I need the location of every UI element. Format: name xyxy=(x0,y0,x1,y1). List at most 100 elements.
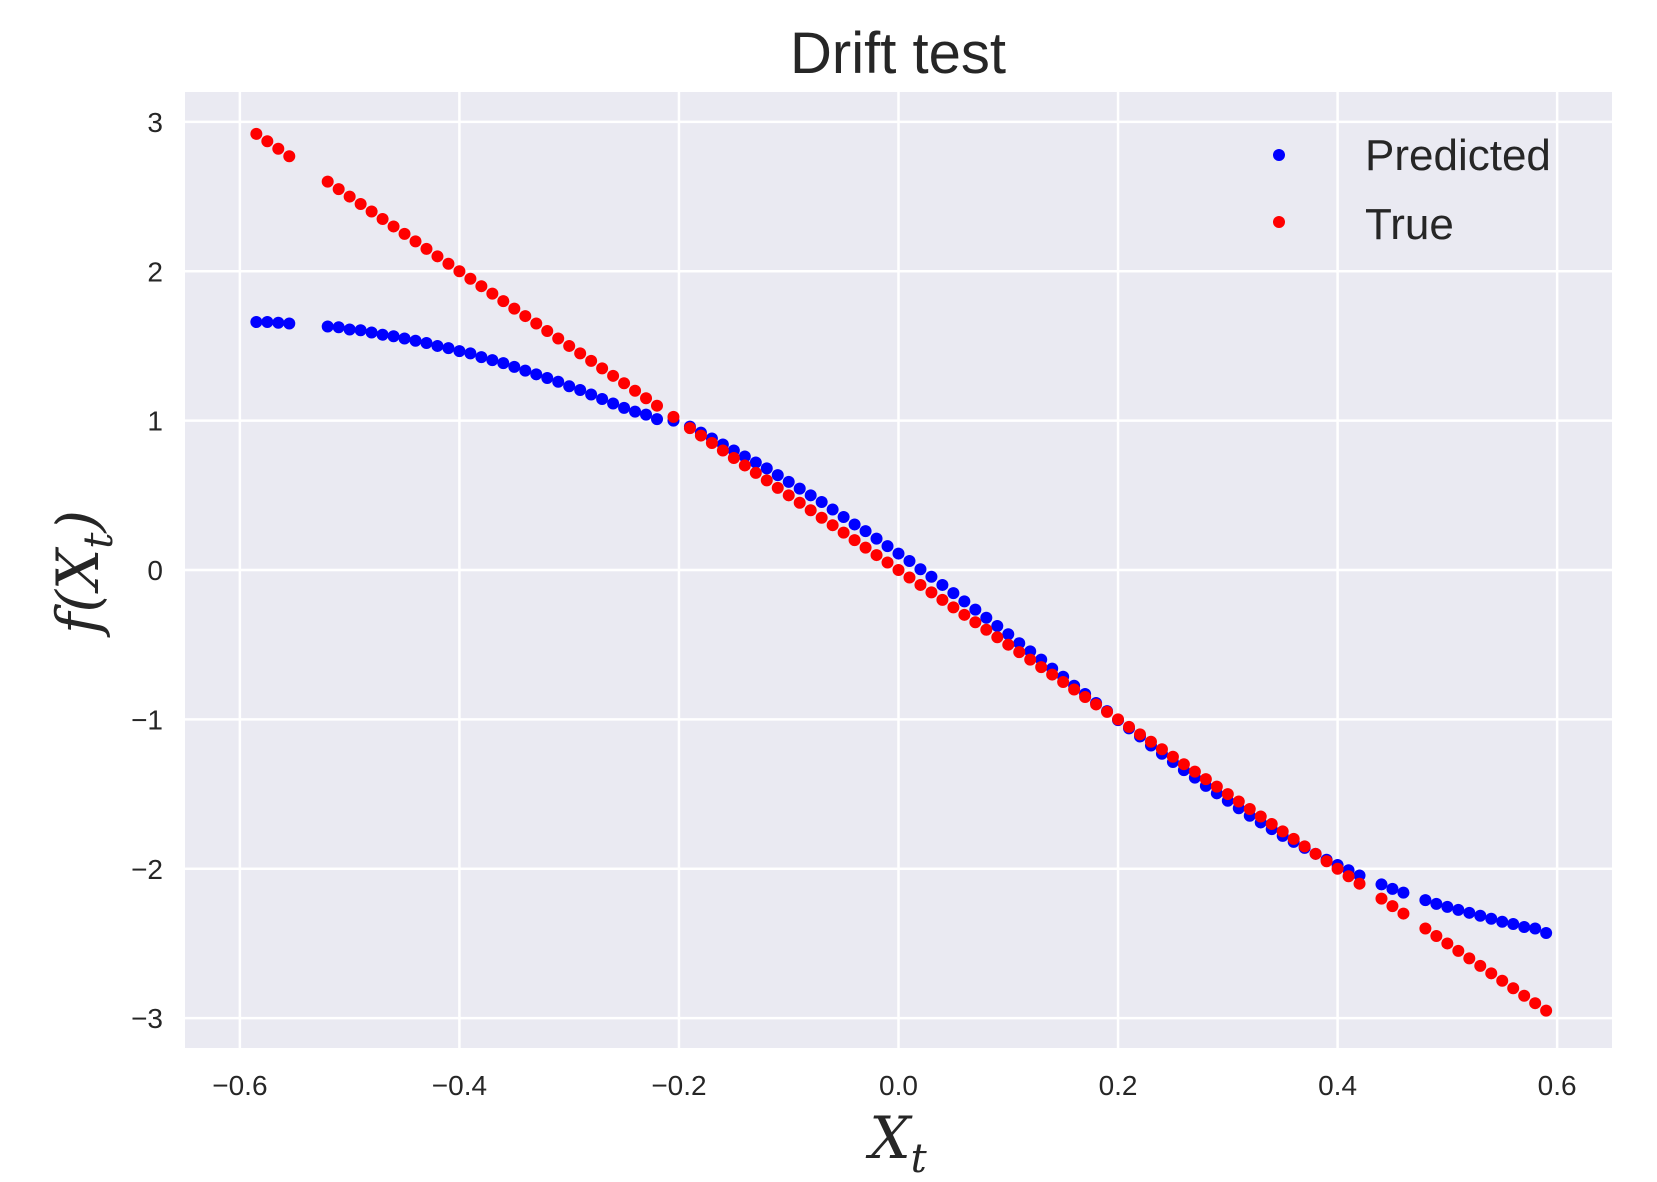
data-point-true xyxy=(1155,743,1168,756)
data-point-true xyxy=(667,410,680,423)
data-point-true xyxy=(1485,967,1498,980)
data-point-true xyxy=(607,369,620,382)
data-point-predicted xyxy=(1452,903,1465,916)
data-point-predicted xyxy=(651,413,664,426)
data-point-true xyxy=(1243,803,1256,815)
data-point-true xyxy=(1210,780,1223,793)
data-point-predicted xyxy=(1375,878,1388,891)
y-tick-label: 0 xyxy=(147,555,163,586)
data-point-true xyxy=(651,399,664,412)
data-point-true xyxy=(409,235,422,248)
data-point-true xyxy=(694,429,707,442)
data-point-true xyxy=(1496,974,1509,987)
data-point-predicted xyxy=(1441,900,1454,913)
data-point-predicted xyxy=(629,405,642,418)
data-point-predicted xyxy=(1463,906,1476,919)
data-point-predicted xyxy=(782,475,795,488)
y-tick-label: −3 xyxy=(131,1003,163,1034)
data-point-true xyxy=(640,392,653,405)
data-point-true xyxy=(1068,683,1081,696)
data-point-true xyxy=(1375,892,1388,905)
data-point-predicted xyxy=(936,578,949,591)
data-point-predicted xyxy=(815,496,828,509)
data-point-true xyxy=(1112,713,1125,726)
data-point-true xyxy=(760,474,773,487)
data-point-true xyxy=(398,227,411,240)
data-point-true xyxy=(321,175,334,188)
y-tick-labels: 3 2 1 0 −1 −2 −3 xyxy=(131,107,163,1034)
data-point-true xyxy=(771,481,784,494)
x-tick-label: 0.6 xyxy=(1538,1070,1577,1101)
data-point-true xyxy=(1101,705,1114,718)
data-point-predicted xyxy=(870,532,883,545)
data-point-predicted xyxy=(585,388,598,401)
data-point-predicted xyxy=(283,317,296,330)
legend: Predicted True xyxy=(1273,131,1551,249)
data-point-true xyxy=(596,362,609,375)
data-point-true xyxy=(1276,825,1289,838)
chart-title: Drift test xyxy=(790,21,1006,86)
data-point-predicted xyxy=(958,595,971,608)
legend-label-true: True xyxy=(1365,200,1454,249)
data-point-predicted xyxy=(519,364,532,377)
data-point-true xyxy=(1002,638,1015,651)
data-point-true xyxy=(815,511,828,524)
data-point-true xyxy=(1397,907,1410,920)
data-point-predicted xyxy=(1496,915,1509,928)
x-axis-label: Xt xyxy=(865,1104,927,1182)
data-point-true xyxy=(793,496,806,509)
data-point-predicted xyxy=(749,456,762,469)
y-tick-label: 2 xyxy=(147,256,163,287)
data-point-predicted xyxy=(261,316,274,329)
data-point-true xyxy=(272,142,285,155)
y-tick-label: 1 xyxy=(147,406,163,437)
data-point-true xyxy=(1057,676,1070,689)
data-point-true xyxy=(1079,690,1092,703)
data-point-predicted xyxy=(1485,912,1498,925)
data-point-predicted xyxy=(826,503,839,516)
data-point-predicted xyxy=(530,368,543,381)
data-point-predicted xyxy=(376,328,389,341)
data-point-true xyxy=(958,608,971,621)
data-point-true xyxy=(1232,795,1245,808)
data-point-true xyxy=(376,212,389,225)
data-point-predicted xyxy=(1013,637,1026,650)
data-point-true xyxy=(442,257,455,270)
data-point-predicted xyxy=(1507,918,1520,931)
data-point-true xyxy=(343,190,356,203)
data-point-true xyxy=(1287,832,1300,845)
data-point-true xyxy=(453,265,466,278)
data-point-predicted xyxy=(771,469,784,482)
data-point-true xyxy=(1188,765,1201,778)
data-point-true xyxy=(804,504,817,517)
data-point-true xyxy=(1123,720,1136,733)
data-point-predicted xyxy=(1529,922,1542,935)
data-point-true xyxy=(332,183,345,196)
data-point-predicted xyxy=(793,482,806,495)
data-point-true xyxy=(837,526,850,539)
data-point-true xyxy=(1035,661,1048,674)
data-point-predicted xyxy=(925,570,938,583)
data-point-predicted xyxy=(1474,909,1487,922)
data-point-true xyxy=(629,384,642,397)
data-point-true xyxy=(508,302,521,315)
data-point-true xyxy=(563,339,576,352)
data-point-predicted xyxy=(881,540,894,553)
data-point-true xyxy=(519,310,532,323)
data-point-predicted xyxy=(250,316,263,329)
data-point-true xyxy=(1199,773,1212,786)
data-point-predicted xyxy=(1024,645,1037,658)
data-point-true xyxy=(892,564,905,576)
data-point-predicted xyxy=(1518,921,1531,934)
data-point-true xyxy=(354,198,367,211)
data-point-predicted xyxy=(848,518,861,531)
data-point-true xyxy=(870,549,883,562)
data-point-true xyxy=(826,519,839,532)
data-point-predicted xyxy=(596,392,609,405)
data-point-true xyxy=(1265,817,1278,830)
data-point-predicted xyxy=(431,339,444,352)
data-point-predicted xyxy=(859,525,872,538)
legend-marker-predicted xyxy=(1273,149,1285,161)
data-point-true xyxy=(683,422,696,435)
